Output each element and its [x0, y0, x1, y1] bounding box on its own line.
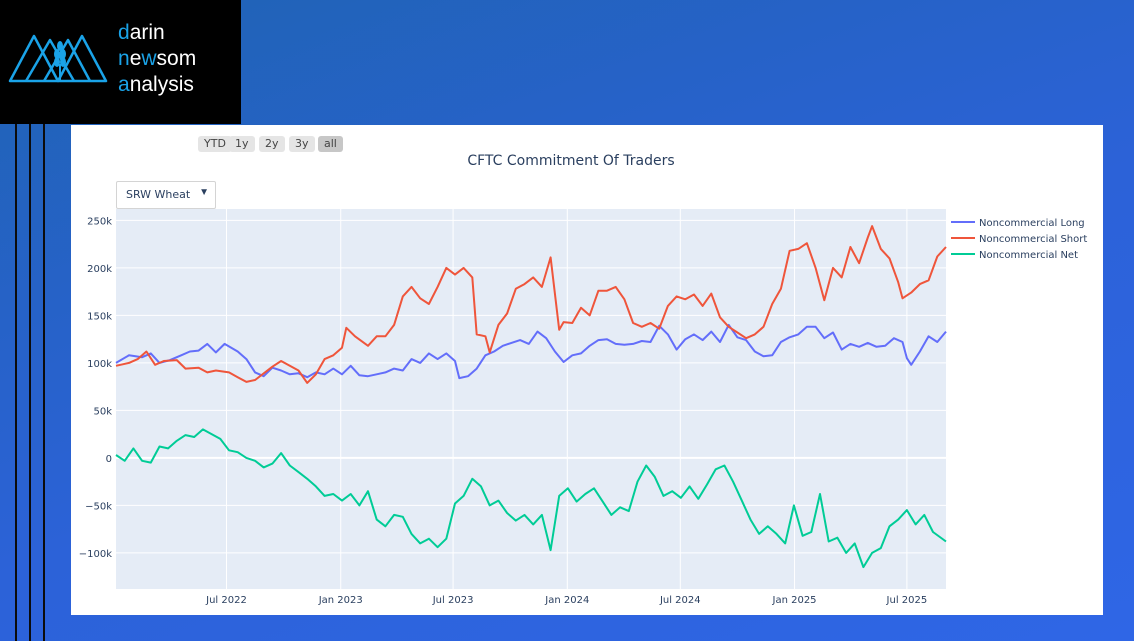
y-tick-label: 100k — [87, 359, 112, 370]
series-line-1 — [115, 225, 947, 384]
series-line-2 — [115, 428, 947, 569]
logo: darin newsom analysis — [0, 0, 241, 124]
legend-label: Noncommercial Net — [979, 250, 1078, 261]
wheat-logo-icon — [8, 34, 108, 83]
x-tick-label: Jan 2023 — [318, 595, 363, 606]
x-tick-label: Jul 2024 — [659, 595, 701, 606]
y-tick-label: −100k — [79, 549, 112, 560]
range-button-ytd[interactable]: YTD — [198, 136, 232, 152]
legend-label: Noncommercial Short — [979, 234, 1087, 245]
y-tick-label: 0 — [106, 454, 112, 465]
decor-line — [15, 124, 17, 641]
plot-area — [116, 209, 946, 589]
y-tick-label: −50k — [85, 501, 112, 512]
commodity-dropdown[interactable]: SRW Wheat ▼ — [116, 181, 216, 209]
chart-panel: YTD 1y 2y 3y all CFTC Commitment Of Trad… — [71, 125, 1103, 615]
y-tick-label: 150k — [87, 311, 112, 322]
triangle-down-icon: ▼ — [199, 187, 209, 198]
dropdown-selected: SRW Wheat — [126, 188, 191, 201]
y-tick-label: 200k — [87, 264, 112, 275]
x-tick-label: Jul 2022 — [205, 595, 247, 606]
chart-title: CFTC Commitment Of Traders — [467, 153, 675, 169]
x-tick-label: Jan 2025 — [772, 595, 817, 606]
decor-line — [29, 124, 31, 641]
chart: 250k 200k 150k 100k 50k 0 −50k −100k Jul 2022 Jan… — [79, 209, 1087, 606]
decor-line — [43, 124, 45, 641]
legend-label: Noncommercial Long — [979, 218, 1085, 229]
series-line-0 — [115, 323, 947, 380]
x-tick-label: Jul 2023 — [432, 595, 474, 606]
logo-text: darin newsom analysis — [118, 21, 197, 96]
range-button-1y[interactable]: 1y — [229, 136, 255, 152]
x-tick-label: Jan 2024 — [544, 595, 589, 606]
y-tick-label: 50k — [93, 406, 112, 417]
range-button-3y[interactable]: 3y — [289, 136, 315, 152]
range-button-2y[interactable]: 2y — [259, 136, 285, 152]
range-button-all[interactable]: all — [318, 136, 343, 152]
y-tick-label: 250k — [87, 216, 112, 227]
x-tick-label: Jul 2025 — [886, 595, 928, 606]
